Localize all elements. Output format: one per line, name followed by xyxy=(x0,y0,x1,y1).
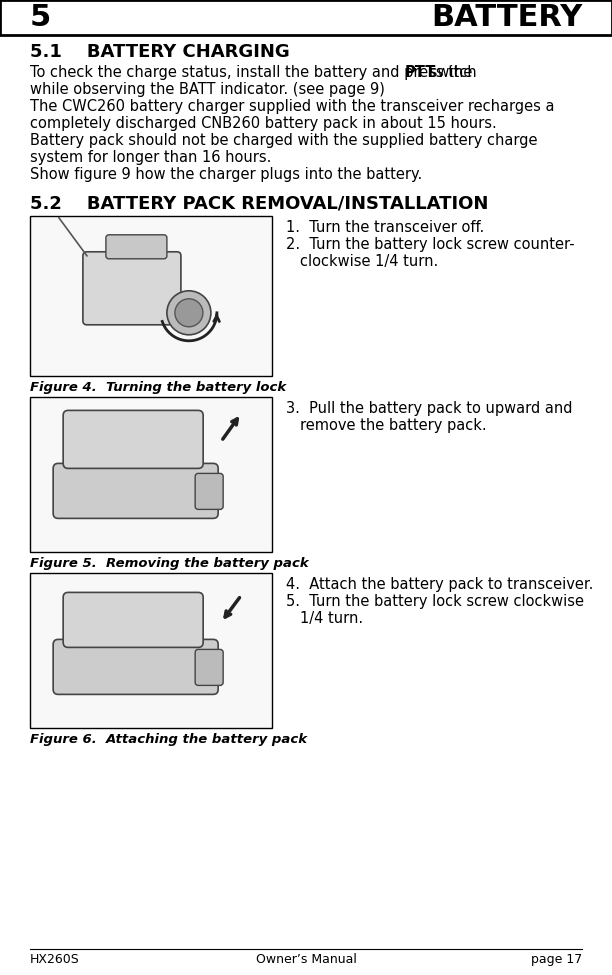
Bar xyxy=(30,216,272,376)
Text: 1/4 turn.: 1/4 turn. xyxy=(300,611,363,626)
Bar xyxy=(30,397,272,552)
Text: 5: 5 xyxy=(30,3,51,32)
FancyBboxPatch shape xyxy=(63,593,203,647)
Text: clockwise 1/4 turn.: clockwise 1/4 turn. xyxy=(300,254,438,269)
FancyBboxPatch shape xyxy=(53,463,218,519)
Text: The CWC260 battery charger supplied with the transceiver recharges a: The CWC260 battery charger supplied with… xyxy=(30,99,554,114)
Text: HX260S: HX260S xyxy=(30,953,80,966)
Text: Figure 6.  Attaching the battery pack: Figure 6. Attaching the battery pack xyxy=(30,733,307,746)
FancyBboxPatch shape xyxy=(106,235,167,258)
Text: Show figure 9 how the charger plugs into the battery.: Show figure 9 how the charger plugs into… xyxy=(30,167,422,182)
Text: Owner’s Manual: Owner’s Manual xyxy=(256,953,356,966)
Text: switch: switch xyxy=(425,65,477,80)
Text: remove the battery pack.: remove the battery pack. xyxy=(300,418,487,433)
Text: 3.  Pull the battery pack to upward and: 3. Pull the battery pack to upward and xyxy=(286,401,572,416)
Circle shape xyxy=(167,291,211,334)
Bar xyxy=(0,0,612,35)
Text: 5.  Turn the battery lock screw clockwise: 5. Turn the battery lock screw clockwise xyxy=(286,594,584,609)
FancyBboxPatch shape xyxy=(195,474,223,509)
Text: Battery pack should not be charged with the supplied battery charge: Battery pack should not be charged with … xyxy=(30,133,537,148)
Text: 2.  Turn the battery lock screw counter-: 2. Turn the battery lock screw counter- xyxy=(286,237,575,252)
Text: 1.  Turn the transceiver off.: 1. Turn the transceiver off. xyxy=(286,220,484,235)
Text: Figure 4.  Turning the battery lock: Figure 4. Turning the battery lock xyxy=(30,381,286,394)
Text: 5.1    BATTERY CHARGING: 5.1 BATTERY CHARGING xyxy=(30,43,289,61)
Text: completely discharged CNB260 battery pack in about 15 hours.: completely discharged CNB260 battery pac… xyxy=(30,116,497,131)
Text: To check the charge status, install the battery and press the: To check the charge status, install the … xyxy=(30,65,477,80)
Circle shape xyxy=(175,298,203,327)
Text: BATTERY: BATTERY xyxy=(431,3,582,32)
Text: Figure 5.  Removing the battery pack: Figure 5. Removing the battery pack xyxy=(30,557,308,570)
Bar xyxy=(30,573,272,728)
Text: page 17: page 17 xyxy=(531,953,582,966)
Text: while observing the BATT indicator. (see page 9): while observing the BATT indicator. (see… xyxy=(30,82,385,97)
Text: 5.2    BATTERY PACK REMOVAL/INSTALLATION: 5.2 BATTERY PACK REMOVAL/INSTALLATION xyxy=(30,194,488,212)
Text: PTT: PTT xyxy=(405,65,436,80)
FancyBboxPatch shape xyxy=(195,649,223,685)
FancyBboxPatch shape xyxy=(83,252,181,325)
Text: system for longer than 16 hours.: system for longer than 16 hours. xyxy=(30,150,271,165)
FancyBboxPatch shape xyxy=(63,410,203,468)
FancyBboxPatch shape xyxy=(53,640,218,694)
Text: 4.  Attach the battery pack to transceiver.: 4. Attach the battery pack to transceive… xyxy=(286,577,594,592)
